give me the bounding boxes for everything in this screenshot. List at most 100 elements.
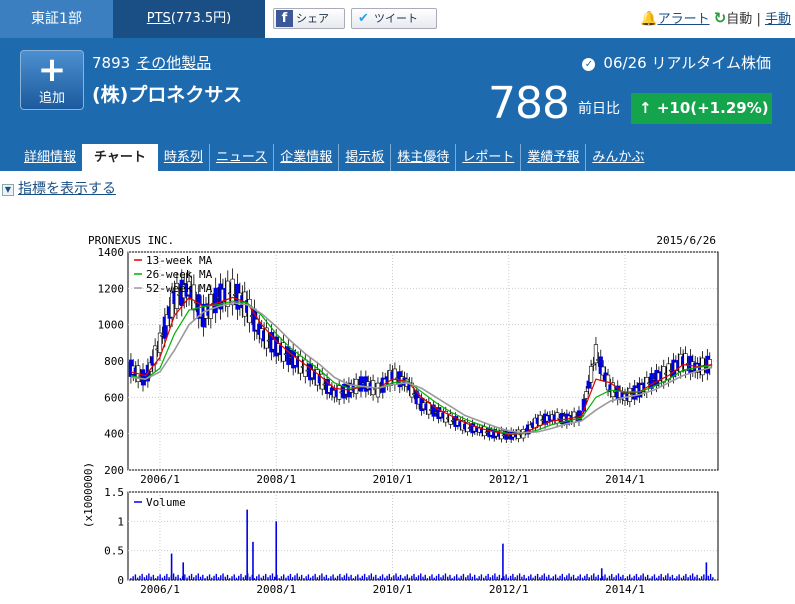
add-to-portfolio-button[interactable]: + 追加 [20,50,84,110]
tab-details[interactable]: 詳細情報 [24,150,77,165]
candle [707,359,712,369]
bell-icon: 🔔 [640,11,658,27]
ma-line-1 [130,296,713,436]
legend-label-3: 52-week MA [146,282,213,295]
vol-xtick-1: 2008/1 [256,583,296,596]
volume-unit-label: (x1000000) [82,462,95,528]
candle [465,421,470,433]
top-bar: 東証1部 PTS(773.5円) f シェア ✔ ツイート 🔔アラート ↻自動 | … [0,0,795,38]
alert-link[interactable]: アラート [657,12,710,27]
price-ytick-2: 600 [104,391,124,404]
pts-value: (773.5円) [170,11,232,26]
vol-ytick-3: 1.5 [104,486,124,499]
candle [584,391,589,399]
candle [499,429,504,440]
facebook-share-button[interactable]: f シェア [273,8,345,29]
legend-label-2: 26-week MA [146,268,213,281]
candle [298,355,303,374]
price-ytick-6: 1400 [98,246,125,259]
tab-company[interactable]: 企業情報 [273,144,338,171]
show-indicator-link[interactable]: 指標を表示する [18,181,116,197]
price-ytick-0: 200 [104,464,124,477]
volume-bars [130,509,714,580]
price-change-badge: ↑ +10(+1.29%) [631,93,772,124]
candle [213,287,218,314]
top-links: 🔔アラート ↻自動 | 手動 [640,8,791,27]
add-label: 追加 [38,91,65,106]
volume-axes: 0 0.5 1 1.5 2006/1 2008/1 2010/1 2012/1 2014/1 Vo… [104,486,719,596]
current-price: 788 [488,78,570,129]
facebook-icon: f [276,10,293,27]
candle [320,373,325,390]
price-ytick-1: 400 [104,428,124,441]
vol-ytick-0: 0 [117,574,124,587]
vol-ytick-1: 0.5 [104,545,124,558]
chart-title: PRONEXUS INC. [88,234,174,247]
candle [281,342,286,362]
facebook-share-label: シェア [296,12,329,25]
prev-day-label: 前日比 [578,101,620,117]
ma-line-2 [130,300,713,435]
candle [593,344,599,364]
tweet-button[interactable]: ✔ ツイート [351,8,437,29]
price-xtick-1: 2008/1 [256,473,296,486]
candle [169,292,175,318]
candle [157,332,163,353]
ma-line-3 [130,302,713,434]
auto-link[interactable]: 自動 [726,12,753,27]
refresh-icon: ↻ [713,9,727,27]
realtime-info: ✓ 06/26 リアルタイム株価 [582,52,771,73]
stock-code-line: 7893 その他製品 [92,52,211,73]
tab-board[interactable]: 掲示板 [338,144,390,171]
tab-report[interactable]: レポート [455,144,520,171]
tab-minkabu[interactable]: みんかぶ [585,144,650,171]
candle [140,369,146,386]
plus-icon: + [37,50,67,90]
tab-history[interactable]: 時系列 [163,150,203,165]
tweet-label: ツイート [374,12,418,25]
price-ytick-4: 1000 [98,319,125,332]
candle [286,346,291,365]
tab-benefits[interactable]: 株主優待 [390,144,455,171]
candle [443,411,448,423]
candle [482,426,487,437]
candle [649,373,654,389]
candle [683,353,688,372]
toggle-down-icon[interactable]: ▼ [2,184,14,196]
pts-link[interactable]: PTS [146,11,171,26]
price-ytick-5: 1200 [98,282,125,295]
price-xtick-0: 2006/1 [140,473,180,486]
price-change: +10(+1.29%) [656,99,769,117]
indicator-toggle[interactable]: ▼ 指標を表示する [2,178,116,198]
volume-legend-label: Volume [146,496,186,509]
tab-forecast[interactable]: 業績予報 [520,144,585,171]
candle [174,282,180,309]
candle [588,366,594,383]
price-ytick-3: 800 [104,355,124,368]
candle [230,278,235,306]
market-label: 東証1部 [0,0,113,38]
stock-chart: PRONEXUS INC. 2015/6/26 200 400 600 800 1000… [82,234,719,596]
stock-header: + 追加 7893 その他製品 (株)プロネクサス ✓ 06/26 リアルタイム株価… [0,38,795,171]
candle [409,382,414,398]
sector-link[interactable]: その他製品 [136,54,212,72]
candle [601,366,606,376]
chart-date: 2015/6/26 [656,234,716,247]
candle [431,404,436,417]
vol-xtick-4: 2014/1 [605,583,645,596]
tab-chart[interactable]: チャート [82,144,158,171]
candle [165,314,170,327]
legend-label-1: 13-week MA [146,254,213,267]
candle [208,294,213,319]
price-ma-lines [130,296,713,436]
price-date: 06/26 [603,54,647,72]
tab-news[interactable]: ニュース [208,144,273,171]
price-xtick-4: 2014/1 [605,473,645,486]
pts-price[interactable]: PTS(773.5円) [113,0,265,38]
candle [555,412,560,424]
stock-code: 7893 [92,54,131,72]
nav-tabs: 詳細情報 チャート 時系列 ニュース 企業情報 掲示板 株主優待 レポート 業績… [18,144,650,171]
manual-link[interactable]: 手動 [764,12,791,27]
candle [448,413,453,425]
